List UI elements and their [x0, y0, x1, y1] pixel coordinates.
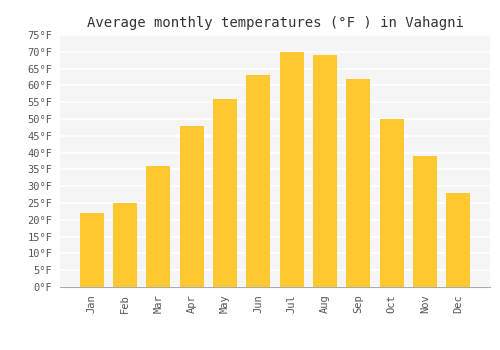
- Bar: [346, 79, 370, 287]
- Bar: [246, 75, 270, 287]
- Bar: [146, 166, 171, 287]
- Bar: [446, 193, 470, 287]
- Title: Average monthly temperatures (°F ) in Vahagni: Average monthly temperatures (°F ) in Va…: [86, 16, 464, 30]
- Bar: [280, 52, 303, 287]
- Bar: [180, 126, 204, 287]
- Bar: [80, 213, 104, 287]
- Bar: [113, 203, 137, 287]
- Bar: [380, 119, 404, 287]
- Bar: [213, 99, 237, 287]
- Bar: [313, 55, 337, 287]
- Bar: [413, 156, 437, 287]
